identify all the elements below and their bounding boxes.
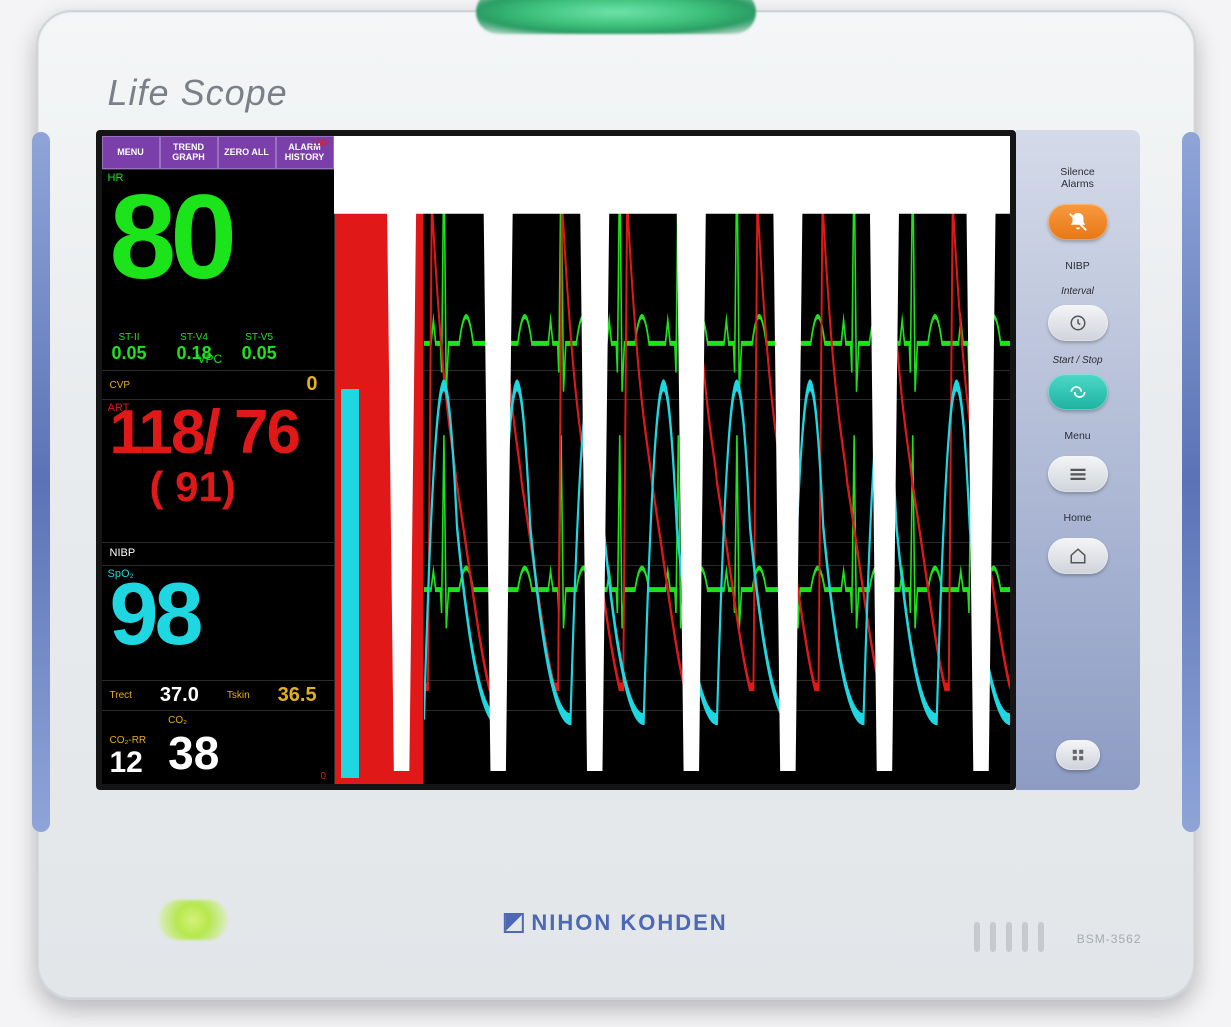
- hr-value: 80: [110, 180, 324, 294]
- brand-bold: Scope: [181, 72, 288, 113]
- lcd-screen[interactable]: MENU TREND GRAPH ZERO ALL ALARM HISTORY …: [96, 130, 1016, 790]
- home-icon: [1069, 547, 1087, 565]
- home-button[interactable]: [1048, 538, 1108, 574]
- art-mean: ( 91): [150, 463, 324, 511]
- menu-button[interactable]: [1048, 456, 1108, 492]
- cycle-icon: [1068, 384, 1088, 400]
- hardware-button-panel: Silence Alarms NIBP Interval Start / Sto…: [1016, 130, 1140, 790]
- art-param[interactable]: ART 118/ 76 ( 91): [102, 400, 332, 543]
- art-label: ART: [108, 402, 130, 414]
- waveform-rows: HR 80 ST-II0.05 ST-V40.18 ST-V50.05 VPC …: [102, 170, 1010, 784]
- nibp-param[interactable]: NIBP: [102, 543, 332, 565]
- menu-icon: [1069, 467, 1087, 481]
- menu-button-zero[interactable]: ZERO ALL: [218, 136, 276, 169]
- cvp-param[interactable]: CVP 0: [102, 371, 332, 399]
- cvp-label: CVP: [110, 380, 131, 391]
- spo2-label: SpO₂: [108, 568, 134, 580]
- nibp-interval-button[interactable]: [1048, 305, 1108, 341]
- brand-bottom: NIHON KOHDEN: [503, 910, 727, 936]
- left-accent: [32, 132, 50, 832]
- art-value: 118/ 76: [110, 404, 324, 463]
- right-accent: [1182, 132, 1200, 832]
- menu-button-trend[interactable]: TREND GRAPH: [160, 136, 218, 169]
- speaker-slots: [974, 922, 1044, 952]
- co2-param[interactable]: CO₂-RR 12 CO₂ 38: [102, 711, 332, 784]
- aux-button[interactable]: [1056, 740, 1100, 770]
- co2-label: CO₂: [168, 715, 219, 726]
- power-led: [158, 900, 228, 940]
- vpc-label: VPC: [198, 352, 223, 366]
- screen-assembly: MENU TREND GRAPH ZERO ALL ALARM HISTORY …: [96, 130, 1140, 790]
- brand-light: Life: [108, 72, 170, 113]
- silence-label: Silence Alarms: [1060, 166, 1094, 190]
- temp2-label: Tskin: [227, 690, 250, 701]
- cvp-value: 0: [306, 373, 317, 396]
- hr-label: HR: [108, 172, 124, 184]
- brand-top: Life Scope: [108, 72, 288, 114]
- grid-icon: [1071, 748, 1085, 762]
- startstop-label: Start / Stop: [1052, 355, 1102, 366]
- bell-off-icon: [1067, 211, 1089, 233]
- rr-value: 12: [110, 746, 147, 780]
- st-mini-block: ST-II0.05 ST-V40.18 ST-V50.05: [112, 332, 277, 364]
- model-label: BSM-3562: [1077, 932, 1142, 946]
- logo-icon: [503, 913, 523, 933]
- silence-alarms-button[interactable]: [1048, 204, 1108, 240]
- menu-button-menu[interactable]: MENU: [102, 136, 160, 169]
- home-btn-label: Home: [1063, 512, 1091, 524]
- monitor-device-frame: Life Scope MENU TREND GRAPH ZERO ALL ALA…: [36, 10, 1196, 1000]
- temp-param[interactable]: Trect 37.0 Tskin 36.5: [102, 681, 332, 710]
- nibp-group-label: NIBP: [1065, 260, 1090, 272]
- hr-param[interactable]: HR 80 ST-II0.05 ST-V40.18 ST-V50.05 VPC: [102, 170, 332, 370]
- temp2-value: 36.5: [278, 684, 317, 707]
- nibp-startstop-button[interactable]: [1048, 374, 1108, 410]
- row-co2[interactable]: CO₂-RR 12 CO₂ 38: [102, 711, 1010, 784]
- spo2-param[interactable]: SpO₂ 98: [102, 566, 332, 680]
- rr-label: CO₂-RR: [110, 735, 147, 746]
- menu-btn-label: Menu: [1064, 430, 1090, 442]
- co2-waveform[interactable]: [334, 136, 1010, 784]
- co2-value: 38: [168, 726, 219, 780]
- clock-icon: [1069, 314, 1087, 332]
- nibp-label: NIBP: [110, 547, 136, 559]
- interval-label: Interval: [1061, 286, 1094, 297]
- temp1-value: 37.0: [160, 684, 199, 707]
- spo2-value: 98: [110, 570, 324, 658]
- temp1-label: Trect: [110, 690, 132, 701]
